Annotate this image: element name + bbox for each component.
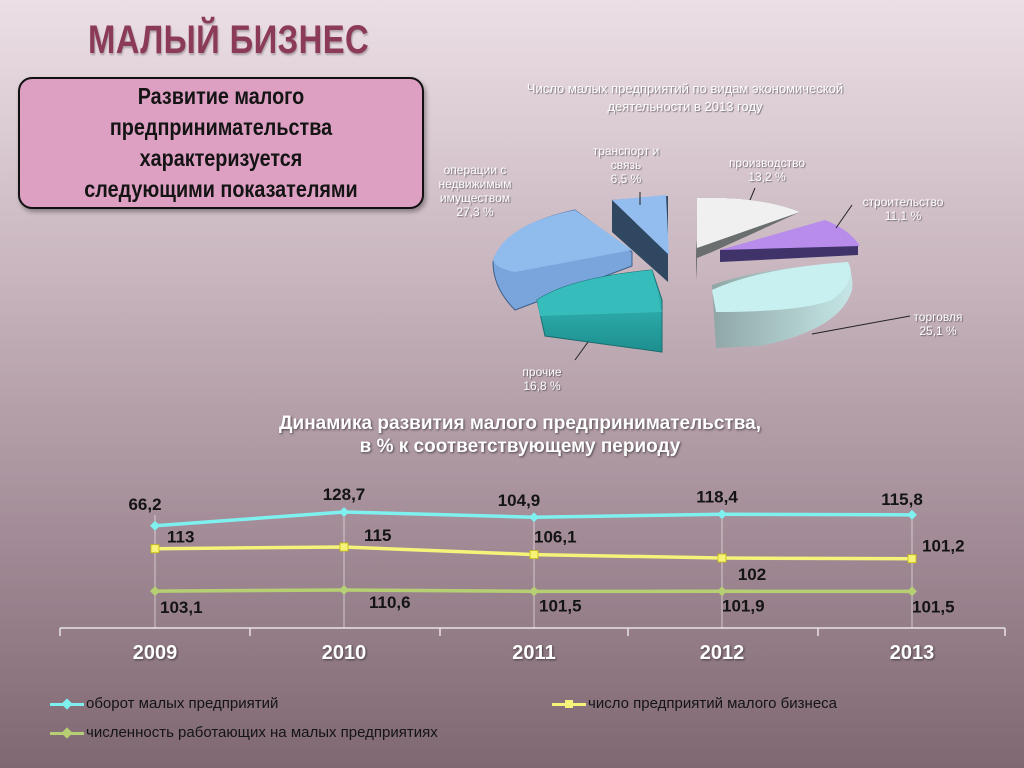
pie-slice-real-estate-top [493,210,632,272]
page-title: МАЛЫЙ БИЗНЕС [88,18,370,62]
data-label: 101,2 [922,537,965,556]
data-point [907,509,917,520]
data-point [717,586,727,597]
pie-label-construction: строительство 11,1 % [862,195,944,223]
data-point [339,585,349,595]
leader-production [749,187,756,201]
pie-label-transport: транспорт и связь 6,5 % [592,144,660,186]
data-label: 104,9 [498,491,541,510]
x-tick-label: 2012 [700,642,745,664]
legend-label-employees: численность работающих на малых предприя… [86,724,438,741]
legend-item-turnover: оборот малых предприятий [50,695,278,712]
data-label: 128,7 [323,485,366,504]
data-label: 115 [364,526,391,545]
x-tick-label: 2013 [890,642,935,664]
pie-chart-title: Число малых предприятий по видам экономи… [526,81,844,114]
pie-label-others: прочие 16,8 % [522,365,562,393]
data-label: 102 [738,565,766,584]
pie-slice-construction-top [720,220,860,250]
data-label: 101,5 [912,597,955,616]
data-point [339,507,349,517]
x-tick-label: 2011 [512,642,555,664]
data-point [529,550,539,559]
data-point [907,554,917,564]
data-point [717,509,727,520]
legend-item-employees: численность работающих на малых предприя… [50,724,438,741]
data-point [907,586,917,597]
data-label: 101,9 [722,596,765,615]
data-label: 103,1 [160,598,203,617]
legend-label-enterprises: число предприятий малого бизнеса [588,695,838,712]
pie-slice-trade-top [712,262,851,312]
pie-slice-production-top [697,197,800,248]
pie-label-production: производство 13,2 % [728,156,806,184]
legend-item-enterprises: число предприятий малого бизнеса [552,695,837,712]
data-label: 101,5 [539,596,582,615]
legend-swatch-turnover [50,697,84,711]
pie-slice-transport-top [612,195,669,255]
data-point [529,586,539,597]
x-tick-label: 2010 [322,642,367,664]
data-label: 118,4 [696,487,738,506]
pie-label-trade: торговля 25,1 % [913,310,963,338]
data-label: 110,6 [369,593,411,612]
line-chart-title: Динамика развития малого предприниматель… [278,413,762,457]
legend-swatch-enterprises [552,697,586,711]
leader-trade [811,315,911,335]
data-point [150,520,160,531]
pie-slice-others-top [537,270,662,316]
legend-swatch-employees [50,726,84,740]
leader-others [574,341,589,361]
data-label: 115,8 [881,490,923,509]
data-label: 113 [167,528,194,547]
data-point [339,542,349,552]
pie-label-real-estate: операции с недвижимым имуществом 27,3 % [438,163,512,219]
data-label: 106,1 [534,528,577,547]
info-box: Развитие малого предпринимательства хара… [18,77,424,209]
data-point [150,586,160,597]
leader-construction [835,204,853,229]
legend-label-turnover: оборот малых предприятий [86,695,279,712]
data-label: 66,2 [128,495,161,514]
x-tick-label: 2009 [133,642,178,664]
data-point [717,553,727,563]
data-point [529,512,539,523]
data-point [150,544,160,554]
info-text: Развитие малого предпринимательства хара… [84,83,358,202]
